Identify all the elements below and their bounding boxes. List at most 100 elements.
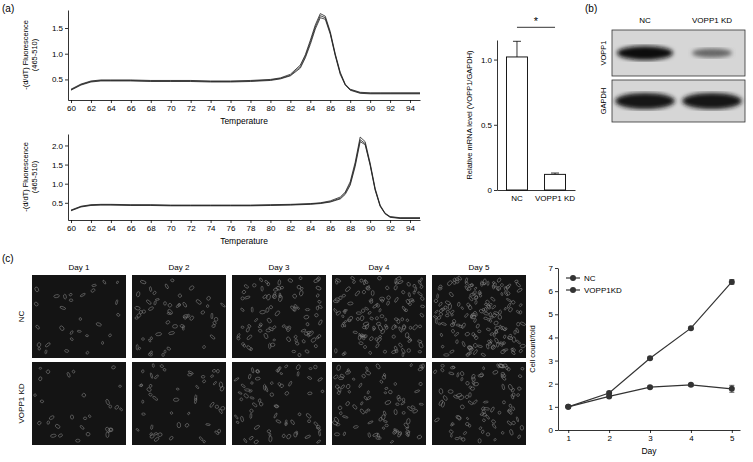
cell [280, 286, 284, 289]
cell [479, 372, 484, 377]
figure-svg: 6062646668707274767880828486889092940.51… [0, 0, 753, 462]
cell [385, 318, 387, 321]
y-axis-title: Cell count/fold [528, 325, 537, 373]
blot-band [617, 46, 673, 60]
y-tick-label: 5 [549, 310, 554, 319]
cell [298, 353, 302, 357]
cell [34, 286, 39, 292]
marker [565, 404, 571, 410]
cell [318, 430, 321, 436]
cell [149, 286, 152, 291]
cell [405, 333, 409, 338]
cell [473, 318, 476, 323]
cell [380, 315, 384, 318]
cell [438, 399, 443, 406]
plot-data [565, 279, 735, 410]
cell [383, 420, 387, 423]
series-line [568, 385, 732, 407]
x-axis-line [69, 100, 421, 101]
cell [337, 390, 341, 395]
x-tick-label: 60 [67, 224, 76, 233]
cell [418, 342, 423, 348]
cell [375, 303, 379, 308]
cell [393, 429, 397, 433]
cell [484, 303, 487, 306]
x-tick-mark [191, 220, 192, 223]
y-axis-title: Relative mRNA level (VOPP1/GAPDH) [465, 50, 474, 180]
cell [316, 293, 320, 297]
cell [468, 424, 471, 427]
cell [492, 284, 495, 289]
cell [438, 302, 443, 307]
cell [442, 395, 447, 401]
x-tick-label: 94 [406, 224, 415, 233]
marker [565, 404, 571, 410]
cell [296, 364, 301, 370]
cell [414, 390, 420, 394]
error-bar-cap [729, 385, 734, 386]
y-tick-mark [65, 203, 68, 204]
y-tick-label: 2.0 [52, 142, 64, 151]
cell [38, 376, 42, 381]
cell [496, 286, 501, 291]
cell [360, 315, 365, 321]
x-tick-mark [410, 100, 411, 103]
cell [288, 381, 292, 387]
x-tick-mark [370, 220, 371, 223]
cell [516, 417, 519, 422]
cell [492, 370, 498, 375]
cell [299, 276, 303, 280]
x-axis-title: Temperature [220, 236, 268, 246]
cell [266, 294, 271, 301]
y-tick-label: 1.0 [52, 50, 64, 59]
cell [402, 306, 406, 311]
x-tick-label: NC [511, 194, 523, 203]
cell [240, 308, 244, 312]
cell [85, 335, 88, 337]
cell [269, 305, 273, 309]
y-axis-line [497, 41, 498, 191]
cell [141, 338, 144, 341]
y-tick-label: 0.5 [52, 75, 64, 84]
cell [160, 364, 164, 368]
cell [474, 336, 478, 341]
x-tick-label: 84 [306, 104, 315, 113]
cell [454, 332, 459, 337]
cell [463, 431, 467, 435]
cell [502, 341, 506, 345]
cell [290, 305, 296, 311]
cell [34, 301, 39, 306]
y-axis-title-line: Relative mRNA level (VOPP1/GAPDH) [465, 50, 474, 180]
cell [165, 320, 170, 325]
cell [150, 425, 153, 430]
cell [397, 395, 401, 400]
cell [395, 349, 398, 352]
cell [286, 325, 292, 332]
cell [157, 432, 162, 437]
cell [189, 285, 195, 291]
cell [365, 286, 370, 291]
x-tick: 5 [730, 430, 735, 443]
cell [501, 431, 504, 434]
x-tick-label: 90 [366, 224, 375, 233]
cell [449, 292, 454, 298]
cell [254, 439, 259, 444]
cell [490, 315, 494, 319]
cell [365, 370, 371, 375]
cell [368, 311, 372, 315]
x-tick-label: 86 [326, 104, 335, 113]
cell [398, 343, 403, 348]
cell [476, 323, 480, 328]
series-line [71, 137, 420, 218]
cell [286, 434, 292, 440]
cell [37, 342, 42, 347]
cell [401, 348, 406, 354]
cell [467, 287, 471, 291]
cell [136, 344, 138, 350]
cell [297, 285, 301, 289]
cell [285, 327, 290, 330]
cell [213, 381, 217, 385]
cell [435, 318, 437, 323]
blot-band [682, 93, 742, 109]
x-tick: 68 [147, 100, 156, 113]
